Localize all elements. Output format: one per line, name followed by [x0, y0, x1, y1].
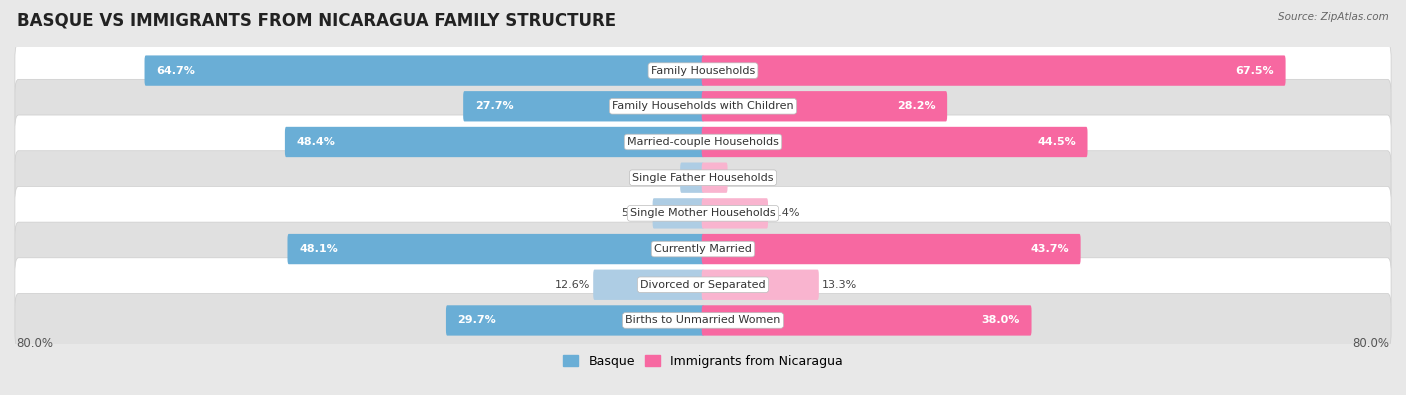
Text: 43.7%: 43.7%	[1031, 244, 1069, 254]
Text: 2.7%: 2.7%	[731, 173, 759, 182]
FancyBboxPatch shape	[593, 269, 704, 300]
Text: 48.4%: 48.4%	[297, 137, 336, 147]
Text: 28.2%: 28.2%	[897, 101, 935, 111]
Text: Single Mother Households: Single Mother Households	[630, 209, 776, 218]
Legend: Basque, Immigrants from Nicaragua: Basque, Immigrants from Nicaragua	[558, 350, 848, 373]
FancyBboxPatch shape	[702, 55, 1285, 86]
FancyBboxPatch shape	[15, 258, 1391, 312]
Text: 27.7%: 27.7%	[475, 101, 513, 111]
FancyBboxPatch shape	[287, 234, 704, 264]
Text: Source: ZipAtlas.com: Source: ZipAtlas.com	[1278, 12, 1389, 22]
FancyBboxPatch shape	[285, 127, 704, 157]
Text: 80.0%: 80.0%	[17, 337, 53, 350]
FancyBboxPatch shape	[702, 91, 948, 122]
Text: Currently Married: Currently Married	[654, 244, 752, 254]
FancyBboxPatch shape	[15, 186, 1391, 240]
Text: Family Households: Family Households	[651, 66, 755, 75]
FancyBboxPatch shape	[15, 151, 1391, 205]
Text: 12.6%: 12.6%	[555, 280, 591, 290]
Text: 67.5%: 67.5%	[1236, 66, 1274, 75]
Text: 80.0%: 80.0%	[1353, 337, 1389, 350]
Text: BASQUE VS IMMIGRANTS FROM NICARAGUA FAMILY STRUCTURE: BASQUE VS IMMIGRANTS FROM NICARAGUA FAMI…	[17, 12, 616, 30]
Text: 44.5%: 44.5%	[1038, 137, 1076, 147]
FancyBboxPatch shape	[702, 162, 727, 193]
Text: Single Father Households: Single Father Households	[633, 173, 773, 182]
Text: Divorced or Separated: Divorced or Separated	[640, 280, 766, 290]
FancyBboxPatch shape	[702, 234, 1081, 264]
Text: 48.1%: 48.1%	[299, 244, 337, 254]
FancyBboxPatch shape	[446, 305, 704, 336]
Text: 64.7%: 64.7%	[156, 66, 195, 75]
Text: 13.3%: 13.3%	[823, 280, 858, 290]
FancyBboxPatch shape	[15, 222, 1391, 276]
FancyBboxPatch shape	[652, 198, 704, 229]
Text: Married-couple Households: Married-couple Households	[627, 137, 779, 147]
Text: 7.4%: 7.4%	[770, 209, 800, 218]
Text: 29.7%: 29.7%	[457, 316, 496, 325]
FancyBboxPatch shape	[702, 269, 818, 300]
FancyBboxPatch shape	[702, 198, 768, 229]
Text: 2.5%: 2.5%	[648, 173, 678, 182]
Text: Family Households with Children: Family Households with Children	[612, 101, 794, 111]
Text: 5.7%: 5.7%	[621, 209, 650, 218]
FancyBboxPatch shape	[15, 293, 1391, 347]
FancyBboxPatch shape	[681, 162, 704, 193]
FancyBboxPatch shape	[15, 79, 1391, 133]
Text: 38.0%: 38.0%	[981, 316, 1019, 325]
FancyBboxPatch shape	[702, 127, 1087, 157]
Text: Births to Unmarried Women: Births to Unmarried Women	[626, 316, 780, 325]
FancyBboxPatch shape	[463, 91, 704, 122]
FancyBboxPatch shape	[15, 44, 1391, 98]
FancyBboxPatch shape	[15, 115, 1391, 169]
FancyBboxPatch shape	[702, 305, 1032, 336]
FancyBboxPatch shape	[145, 55, 704, 86]
